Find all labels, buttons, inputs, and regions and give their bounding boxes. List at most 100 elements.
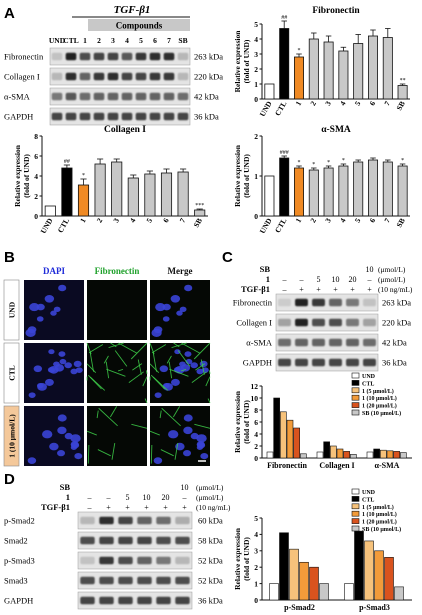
fibronectin-fiber bbox=[150, 444, 153, 464]
fibronectin-fiber bbox=[166, 355, 172, 364]
x-tick-label: 3 bbox=[323, 216, 333, 224]
x-tick-label: 5 bbox=[144, 216, 154, 224]
bar-fibronectin-1-10-mol-l bbox=[286, 419, 294, 459]
nucleus bbox=[42, 430, 53, 439]
blot-band bbox=[278, 318, 291, 327]
blot-band bbox=[80, 556, 95, 565]
blot-band bbox=[79, 72, 91, 81]
legend-label: 1 (10 μmol/L) bbox=[362, 511, 397, 518]
x-tick-label: CTL bbox=[56, 217, 72, 235]
condition-unit: (μmol/L) bbox=[378, 265, 406, 274]
blot-band bbox=[163, 112, 175, 121]
blot-size-label: 42 kDa bbox=[194, 92, 219, 102]
x-tick-label: UND bbox=[258, 216, 274, 235]
blot-band bbox=[329, 298, 342, 307]
bar-p-smad3-1-20-mol-l bbox=[384, 557, 394, 601]
fibronectin-fiber bbox=[97, 449, 111, 457]
panel-letter-a: A bbox=[4, 5, 15, 22]
y-axis-label: Relative expression(fold of UND) bbox=[233, 390, 251, 453]
x-tick-label: 6 bbox=[368, 99, 378, 107]
blot-band bbox=[118, 536, 133, 545]
condition-value: 10 bbox=[181, 483, 189, 492]
condition-unit: (10 ng/mL) bbox=[196, 503, 231, 512]
nucleus bbox=[168, 430, 179, 439]
condition-value: 10 bbox=[143, 493, 151, 502]
y-tick-label: 2 bbox=[254, 65, 258, 74]
blot-band bbox=[79, 52, 91, 61]
blot-band bbox=[363, 318, 376, 327]
blot-band bbox=[65, 52, 77, 61]
significance-mark: ## bbox=[281, 15, 287, 21]
y-tick-label: 0 bbox=[254, 212, 258, 221]
bar-1 bbox=[294, 56, 304, 100]
fibronectin-fiber bbox=[171, 342, 187, 349]
nucleus bbox=[64, 432, 73, 440]
blot-band bbox=[51, 92, 63, 101]
legend-swatch bbox=[351, 496, 360, 502]
fibronectin-fiber bbox=[168, 361, 173, 379]
row-label: UND bbox=[8, 301, 17, 318]
nucleus bbox=[50, 310, 57, 316]
fibronectin-fiber bbox=[110, 342, 117, 348]
nucleus bbox=[159, 365, 169, 373]
x-tick-label: α-SMA bbox=[375, 461, 400, 470]
y-tick-label: 4 bbox=[254, 35, 258, 44]
legend-label: SB (10 μmol/L) bbox=[362, 526, 401, 533]
nucleus bbox=[196, 434, 207, 443]
condition-value: + bbox=[106, 503, 111, 512]
x-tick-label: 6 bbox=[161, 216, 171, 224]
fibronectin-fiber bbox=[87, 444, 90, 464]
blot-band bbox=[118, 596, 133, 605]
panel-letter-d: D bbox=[4, 471, 15, 488]
nucleus bbox=[196, 445, 204, 451]
nucleus bbox=[183, 449, 191, 457]
blot-strip-gapdh bbox=[77, 591, 193, 610]
fibronectin-fiber bbox=[105, 361, 110, 379]
fibronectin-fiber bbox=[151, 344, 167, 354]
bar-3 bbox=[323, 41, 334, 100]
blot-size-label: 58 kDa bbox=[198, 536, 223, 546]
blot-band bbox=[278, 338, 291, 347]
blot-label-sma: α-SMA bbox=[246, 338, 273, 348]
fibronectin-fiber bbox=[169, 368, 189, 377]
blot-strip-gapdh bbox=[275, 353, 379, 372]
bar-fibronectin-1-5-mol-l bbox=[280, 411, 287, 459]
bar-collagen-i-1-5-mol-l bbox=[330, 445, 337, 459]
condition-value: 10 bbox=[366, 265, 374, 274]
bar-7 bbox=[177, 171, 189, 217]
blot-band bbox=[65, 112, 77, 121]
legend-label: 1 (5 μmol/L) bbox=[362, 388, 394, 395]
blot-band bbox=[99, 556, 114, 565]
fibronectin-fiber bbox=[106, 368, 126, 377]
row-label: 1 (10 μmol/L) bbox=[8, 414, 17, 458]
condition-value: – bbox=[182, 493, 188, 502]
y-tick-label: 8 bbox=[254, 406, 258, 415]
blot-band bbox=[175, 596, 190, 605]
blot-band bbox=[51, 112, 63, 121]
blot-band bbox=[312, 318, 325, 327]
blot-band bbox=[93, 112, 105, 121]
blot-band bbox=[137, 556, 152, 565]
bar-p-smad2-1-5-mol-l bbox=[289, 548, 299, 601]
y-tick-label: 12 bbox=[251, 382, 259, 391]
condition-value: 5 bbox=[126, 493, 130, 502]
blot-band bbox=[107, 72, 119, 81]
blot-band bbox=[175, 556, 190, 565]
bar-5 bbox=[353, 43, 364, 100]
condition-value: – bbox=[87, 503, 93, 512]
condition-value: – bbox=[299, 275, 305, 284]
condition-unit: (μmol/L) bbox=[196, 493, 224, 502]
condition-label: TGF-β1 bbox=[241, 284, 270, 294]
bar-sma-sb-10-mol-l bbox=[400, 452, 407, 459]
legend-label: SB (10 μmol/L) bbox=[362, 410, 401, 417]
blot-band bbox=[346, 358, 359, 367]
fibronectin-fiber bbox=[149, 363, 160, 373]
bar-collagen-i-sb-10-mol-l bbox=[350, 454, 357, 459]
significance-mark: ## bbox=[64, 159, 70, 165]
bar-sma-1-20-mol-l bbox=[393, 451, 400, 459]
legend-label: 1 (20 μmol/L) bbox=[362, 519, 397, 526]
blot-size-label: 52 kDa bbox=[198, 556, 223, 566]
x-tick-label: SB bbox=[394, 217, 406, 229]
bar-p-smad2-und bbox=[269, 583, 279, 601]
